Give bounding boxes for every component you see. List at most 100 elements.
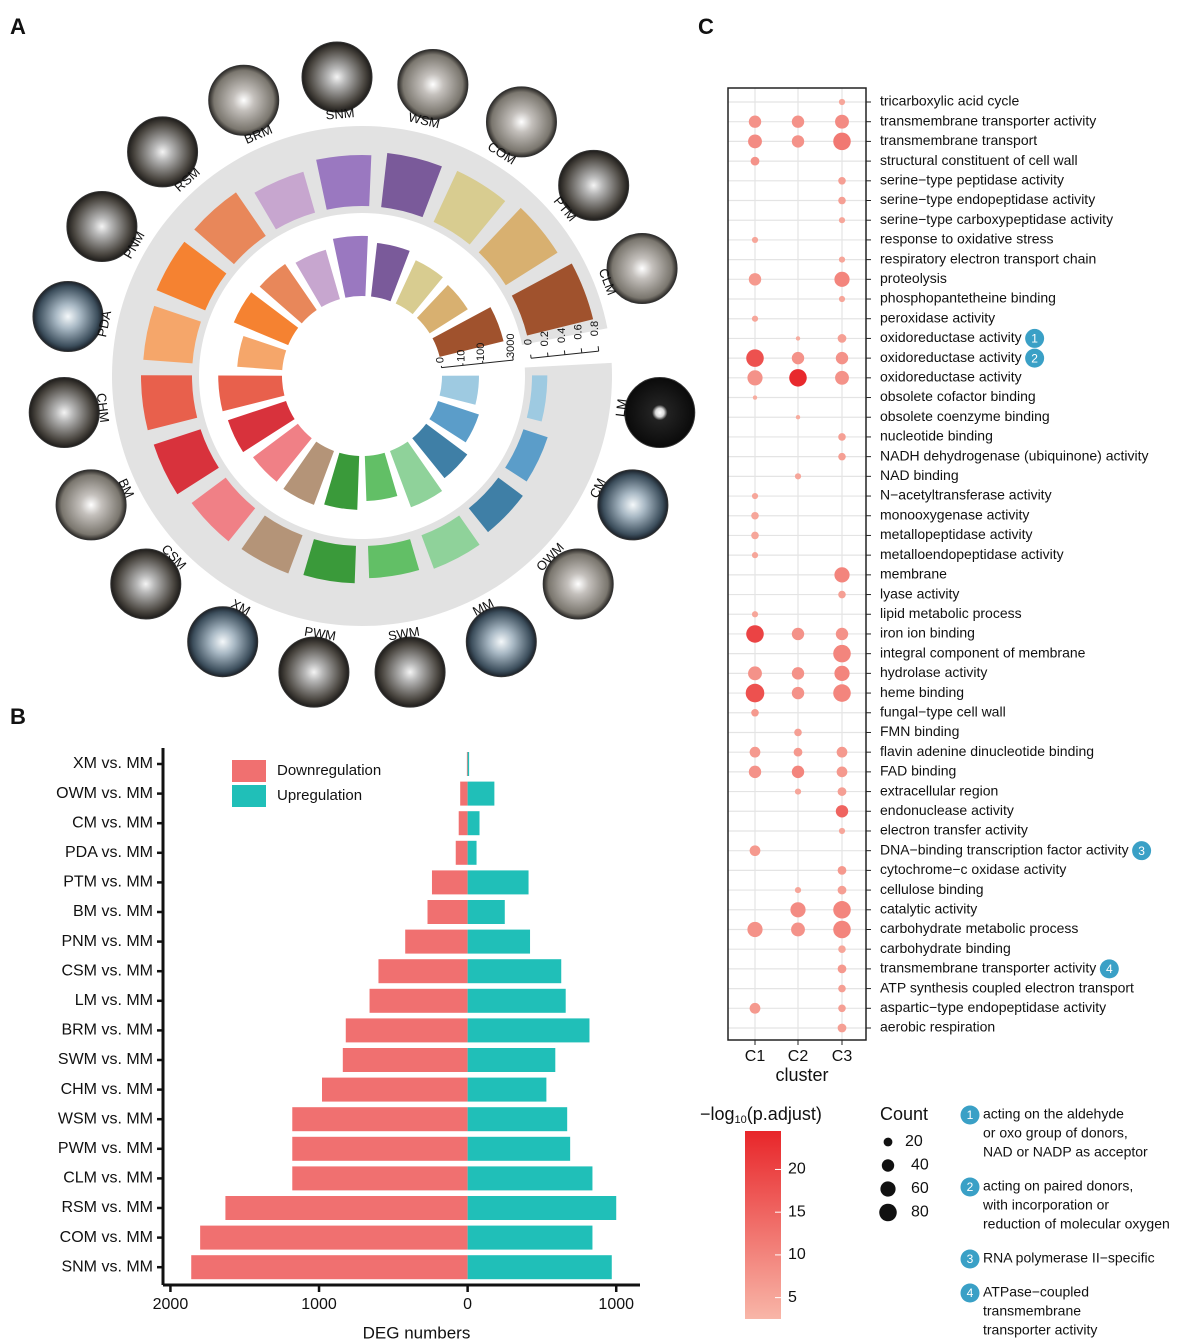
culture-photo	[301, 41, 373, 113]
term-label: endonuclease activity	[880, 802, 1014, 818]
culture-photo	[187, 606, 259, 678]
badge	[1132, 841, 1152, 861]
term-label: serine−type endopeptidase activity	[880, 191, 1095, 207]
badge-label: 4	[1106, 962, 1113, 976]
dot	[748, 666, 762, 681]
bar	[191, 1255, 468, 1280]
tick-label: 0	[522, 339, 534, 345]
x-axis-title: cluster	[775, 1065, 828, 1085]
term-label: peroxidase activity	[880, 309, 995, 325]
bar	[156, 241, 227, 311]
dot	[837, 1023, 847, 1033]
dot	[789, 369, 807, 387]
term-label: FAD binding	[880, 763, 956, 779]
bar	[467, 781, 495, 806]
badge-label: 4	[967, 1286, 974, 1300]
color-legend-title-part: −log	[700, 1104, 735, 1124]
term-label: membrane	[880, 566, 947, 582]
y-tick-label: BM vs. MM	[73, 903, 153, 920]
dot	[751, 531, 759, 540]
dot	[791, 765, 805, 779]
x-tick-label: 1000	[301, 1296, 337, 1313]
term-label: catalytic activity	[880, 900, 977, 916]
term-label: cytochrome−c oxidase activity	[880, 861, 1066, 877]
term-label: oxidoreductase activity	[880, 349, 1022, 365]
color-tick-label: 20	[788, 1161, 806, 1178]
bar	[468, 477, 523, 533]
bar	[200, 1225, 468, 1250]
bar	[191, 477, 256, 542]
category-label: CHM	[94, 392, 112, 423]
term-label: iron ion binding	[880, 625, 975, 641]
dot	[838, 1004, 846, 1013]
dot	[838, 433, 846, 441]
term-label: structural constituent of cell wall	[880, 152, 1078, 168]
dot	[835, 370, 849, 385]
bar	[467, 988, 566, 1013]
dot	[833, 920, 851, 939]
y-tick-label: PTM vs. MM	[63, 874, 153, 891]
dot	[751, 611, 759, 618]
bar	[412, 423, 468, 479]
legend-label: Downregulation	[277, 762, 381, 779]
bar	[233, 292, 299, 346]
bar	[467, 1196, 617, 1220]
x-tick-label: C3	[832, 1048, 853, 1065]
plot-frame	[727, 87, 867, 1041]
dot	[790, 902, 806, 918]
bar	[345, 1018, 468, 1043]
bar	[316, 155, 372, 210]
dot	[835, 627, 849, 641]
dot	[833, 901, 851, 919]
bar	[467, 1166, 593, 1191]
y-tick-label: COM vs. MM	[60, 1229, 153, 1246]
term-label: flavin adenine dinucleotide binding	[880, 743, 1094, 759]
bar	[292, 1107, 468, 1132]
bar	[455, 840, 468, 865]
badge-label: 2	[1031, 351, 1038, 365]
legend-label: Upregulation	[277, 787, 362, 804]
term-label: metalloendopeptidase activity	[880, 546, 1064, 562]
tick-label: 0.6	[572, 324, 584, 339]
bar	[381, 153, 442, 218]
dot	[746, 349, 764, 367]
dot	[794, 788, 802, 795]
term-label: lipid metabolic process	[880, 605, 1022, 621]
bar	[467, 1225, 593, 1250]
size-legend-label: 40	[911, 1157, 929, 1174]
bar	[467, 1136, 571, 1161]
y-tick-label: PWM vs. MM	[58, 1140, 153, 1157]
culture-photo	[558, 149, 630, 221]
color-tick-label: 15	[788, 1203, 806, 1220]
bar	[467, 900, 505, 924]
dot	[838, 452, 846, 461]
x-tick-label: C1	[745, 1048, 766, 1065]
badge	[960, 1249, 980, 1269]
term-label: transmembrane transport	[880, 132, 1037, 148]
term-label: monooxygenase activity	[880, 506, 1029, 522]
term-label: carbohydrate metabolic process	[880, 920, 1078, 936]
dot	[748, 273, 762, 286]
panel-label: B	[10, 704, 26, 729]
term-label: hydrolase activity	[880, 664, 987, 680]
color-legend-title-part: (p.adjust)	[747, 1104, 822, 1124]
dot	[751, 315, 759, 322]
y-tick-label: LM vs. MM	[75, 992, 153, 1009]
x-axis-title: DEG numbers	[363, 1323, 471, 1342]
dot	[836, 766, 848, 778]
size-legend-label: 20	[905, 1133, 923, 1150]
dot	[835, 114, 849, 129]
dot	[833, 644, 851, 663]
bar	[467, 1107, 568, 1132]
term-label: metallopeptidase activity	[880, 526, 1033, 542]
culture-photo	[55, 469, 127, 541]
dot	[750, 156, 760, 166]
dot	[794, 886, 802, 894]
culture-photo	[606, 232, 678, 304]
dot	[795, 415, 801, 420]
note-line: ATPase−coupled	[983, 1284, 1089, 1300]
bar	[283, 441, 335, 505]
dot	[833, 684, 851, 702]
y-tick-label: BRM vs. MM	[61, 1022, 153, 1039]
